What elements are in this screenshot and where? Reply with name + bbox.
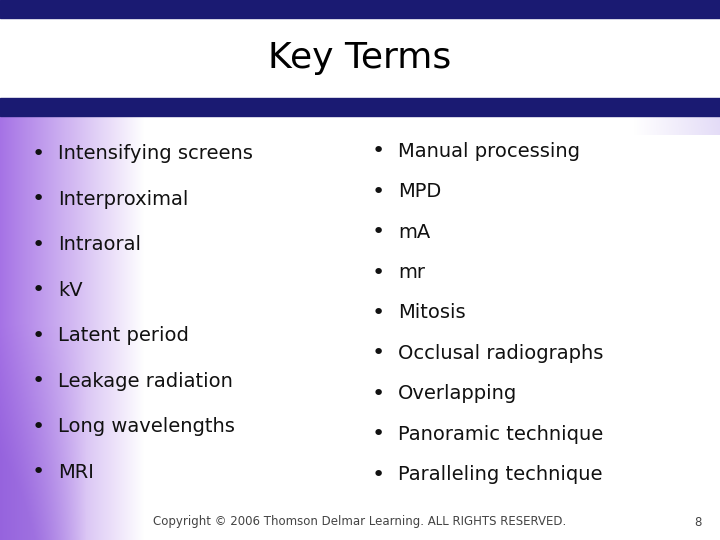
Text: •: • xyxy=(32,280,45,300)
Text: •: • xyxy=(372,303,384,323)
Text: MRI: MRI xyxy=(58,463,94,482)
Text: Intraoral: Intraoral xyxy=(58,235,141,254)
Text: Key Terms: Key Terms xyxy=(269,41,451,75)
Text: Copyright © 2006 Thomson Delmar Learning. ALL RIGHTS RESERVED.: Copyright © 2006 Thomson Delmar Learning… xyxy=(153,516,567,529)
Text: Paralleling technique: Paralleling technique xyxy=(398,465,603,484)
Text: kV: kV xyxy=(58,281,83,300)
Text: 8: 8 xyxy=(695,516,702,529)
Bar xyxy=(0,98,720,116)
Text: •: • xyxy=(372,343,384,363)
Text: •: • xyxy=(372,424,384,444)
Text: •: • xyxy=(32,326,45,346)
Text: •: • xyxy=(372,262,384,282)
Text: mr: mr xyxy=(398,263,425,282)
Text: Intensifying screens: Intensifying screens xyxy=(58,144,253,163)
Text: Latent period: Latent period xyxy=(58,326,189,345)
Text: •: • xyxy=(32,417,45,437)
Text: •: • xyxy=(372,181,384,201)
Text: •: • xyxy=(372,384,384,404)
Text: Panoramic technique: Panoramic technique xyxy=(398,425,603,444)
Bar xyxy=(0,18,720,98)
Text: •: • xyxy=(372,222,384,242)
Text: MPD: MPD xyxy=(398,182,441,201)
Text: •: • xyxy=(32,372,45,392)
Text: Overlapping: Overlapping xyxy=(398,384,517,403)
Text: •: • xyxy=(32,462,45,482)
Text: Mitosis: Mitosis xyxy=(398,303,466,322)
Text: Occlusal radiographs: Occlusal radiographs xyxy=(398,344,603,363)
Text: •: • xyxy=(372,465,384,485)
Text: mA: mA xyxy=(398,222,431,241)
Text: •: • xyxy=(372,141,384,161)
Text: Leakage radiation: Leakage radiation xyxy=(58,372,233,391)
Text: •: • xyxy=(32,189,45,209)
Text: Long wavelengths: Long wavelengths xyxy=(58,417,235,436)
Text: Manual processing: Manual processing xyxy=(398,141,580,161)
Text: •: • xyxy=(32,144,45,164)
Text: •: • xyxy=(32,235,45,255)
Bar xyxy=(0,0,720,18)
Text: Interproximal: Interproximal xyxy=(58,190,189,209)
